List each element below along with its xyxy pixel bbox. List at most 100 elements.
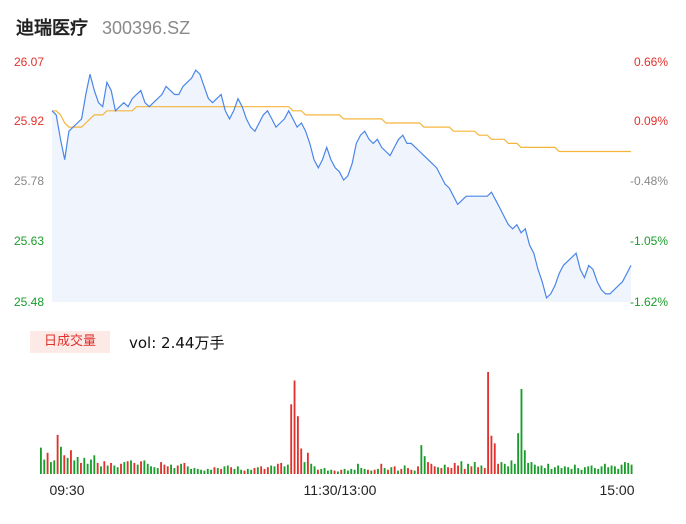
volume-bar: [330, 469, 333, 474]
volume-bar: [323, 468, 326, 474]
volume-bar: [403, 465, 406, 474]
volume-bar: [120, 463, 122, 474]
volume-bar: [483, 468, 486, 474]
volume-bar: [250, 469, 253, 474]
volume-bar: [163, 464, 166, 474]
volume-bar: [410, 469, 413, 474]
volume-bar: [140, 461, 142, 474]
volume-bar: [617, 468, 620, 474]
volume-bar: [283, 466, 286, 474]
volume-bar: [453, 462, 456, 474]
volume-bar: [320, 468, 323, 474]
volume-bar: [393, 466, 396, 474]
volume-bar: [563, 466, 566, 474]
volume-bar: [387, 469, 389, 474]
volume-bar: [407, 468, 409, 474]
volume-bar: [170, 464, 172, 474]
volume-bar: [193, 468, 196, 474]
y-right-tick-label: 0.66%: [634, 55, 668, 69]
stock-name: 迪瑞医疗: [16, 18, 88, 39]
volume-bar: [166, 466, 169, 474]
volume-bar: [73, 460, 76, 474]
y-right-tick-label: -1.62%: [630, 295, 668, 309]
volume-bar: [337, 471, 339, 474]
volume-bar: [156, 468, 159, 474]
volume-bar: [276, 463, 279, 474]
volume-bar: [383, 468, 386, 474]
volume-bar: [570, 468, 573, 474]
volume-bar: [233, 468, 236, 474]
volume-bar: [143, 460, 146, 474]
volume-bar: [357, 463, 359, 474]
volume-bar: [86, 463, 89, 474]
volume-bar: [183, 462, 186, 474]
volume-bar: [373, 469, 376, 474]
volume-bar: [220, 468, 223, 474]
volume-bar: [273, 466, 276, 474]
volume-bar: [413, 470, 416, 474]
y-left-tick-label: 25.63: [14, 234, 44, 248]
volume-bar: [467, 463, 469, 474]
volume-bar: [310, 463, 313, 474]
volume-bar: [390, 467, 393, 474]
volume-bar: [427, 462, 429, 474]
volume-bar: [523, 450, 526, 474]
volume-bar: [610, 465, 613, 474]
volume-bar: [507, 466, 510, 474]
volume-bar: [360, 468, 363, 474]
volume-bar: [600, 466, 603, 474]
volume-bar: [623, 462, 626, 474]
y-left-tick-label: 25.78: [14, 174, 44, 188]
volume-readout: vol: 2.44万手: [129, 334, 225, 352]
volume-bar: [153, 467, 156, 474]
volume-bar: [457, 465, 459, 474]
volume-bar: [100, 466, 102, 474]
y-right-tick-label: -0.48%: [630, 174, 668, 188]
volume-bar: [246, 468, 249, 474]
volume-bar: [367, 469, 369, 474]
volume-bar: [256, 467, 259, 474]
volume-bar: [440, 468, 443, 474]
volume-bar: [40, 447, 42, 474]
volume-bar: [133, 462, 136, 474]
volume-bar: [553, 467, 556, 474]
volume-bar: [280, 462, 283, 474]
volume-bar: [53, 460, 56, 474]
volume-bar: [236, 466, 239, 474]
volume-bar: [93, 455, 96, 474]
volume-bar: [316, 469, 319, 474]
volume-bar: [503, 463, 506, 474]
volume-bar: [613, 466, 616, 474]
volume-bar: [517, 433, 520, 474]
volume-bar: [263, 468, 266, 474]
volume-bar: [286, 464, 289, 474]
volume-bar: [130, 460, 132, 474]
volume-bar: [173, 468, 176, 474]
price-area: [52, 70, 631, 302]
volume-bar: [580, 469, 583, 474]
volume-bar: [603, 463, 606, 474]
volume-bar: [206, 468, 209, 474]
volume-bar: [60, 446, 62, 474]
volume-bar: [240, 469, 243, 474]
volume-bar: [56, 434, 59, 474]
volume-bar: [627, 462, 630, 474]
y-right-tick-label: 0.09%: [634, 114, 668, 128]
volume-bar: [223, 466, 226, 474]
volume-bar: [296, 416, 299, 474]
volume-bar: [540, 465, 543, 474]
volume-bar: [480, 465, 483, 474]
volume-bar: [260, 466, 263, 474]
volume-bar: [520, 389, 523, 474]
volume-bar: [196, 468, 199, 474]
volume-bar: [597, 468, 600, 474]
volume-bar: [620, 464, 623, 474]
volume-bar: [326, 470, 329, 474]
volume-bar: [70, 450, 72, 474]
volume-bar: [430, 463, 433, 474]
volume-tab[interactable]: 日成交量: [30, 331, 110, 353]
volume-bar: [547, 463, 550, 474]
volume-bar: [363, 468, 366, 474]
volume-bar: [590, 465, 593, 474]
